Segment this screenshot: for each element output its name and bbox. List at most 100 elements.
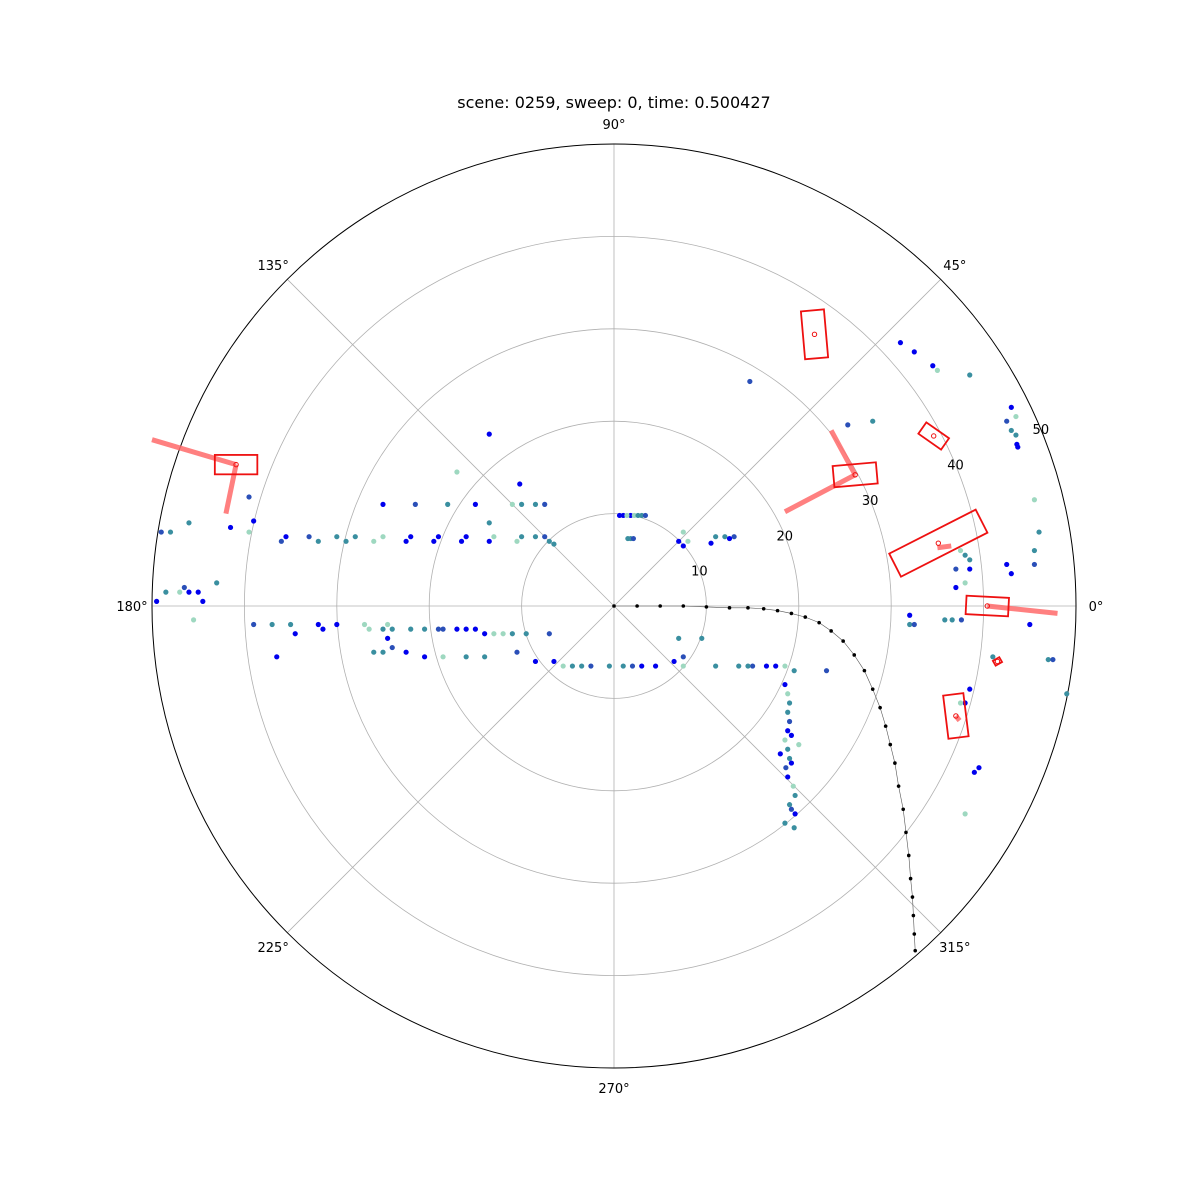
box-center-marker [852,472,858,478]
radar-point [911,621,917,628]
trajectory-point [893,761,897,765]
radar-point [942,617,948,623]
radar-point [361,621,368,628]
trajectory-point [910,895,915,899]
radar-point [785,709,791,715]
radar-point [181,584,187,591]
trajectory-point [913,948,918,953]
trajectory-point [912,932,917,936]
radar-point [1008,427,1014,434]
radar-point [786,700,793,706]
radar-point [1031,561,1038,568]
radar-point [385,621,391,628]
velocity-arrow [987,603,1058,616]
radar-point [408,626,414,632]
velocity-arrow [828,429,858,476]
theta-tick-label: 315° [939,941,970,956]
radar-point [532,534,539,540]
radar-point [796,742,802,748]
radar-point [246,529,252,535]
radar-point [500,631,506,637]
radar-point [763,663,770,669]
radar-point [699,635,705,641]
radar-point [785,691,791,697]
angular-gridline [613,279,941,607]
radar-point [440,626,446,632]
radar-point [315,621,321,628]
r-tick-label: 10 [691,565,708,580]
radar-point [454,469,460,475]
radar-point [907,612,913,618]
bounding-box [991,655,1004,667]
radar-point [750,663,756,669]
chart-title: scene: 0259, sweep: 0, time: 0.500427 [457,93,770,112]
radar-point [163,589,169,595]
trajectory-point [775,608,780,613]
radar-point [551,658,557,665]
radar-point [435,534,442,540]
radar-point [283,534,289,540]
box-center-marker [233,461,239,468]
radar-point [486,538,492,544]
trajectory-point [704,605,709,609]
radar-point [791,668,797,674]
radar-point [990,654,996,660]
radar-point [671,658,677,665]
radar-point [628,512,634,519]
theta-tick-label: 270° [598,1082,629,1097]
theta-tick-label: 135° [258,259,289,274]
radar-point [785,746,791,752]
trajectory-point [681,604,686,608]
radar-point [186,520,192,526]
radar-point [569,663,576,669]
radar-point [971,769,977,775]
radar-point [532,658,539,665]
radar-point [782,737,788,743]
radar-point [1008,571,1014,577]
radar-point [788,732,795,738]
radar-point [783,765,789,771]
radar-point [631,512,637,519]
trajectory-point [612,604,616,608]
radar-point [154,598,160,604]
radar-point [523,631,529,637]
radar-point [542,534,548,540]
trajectory-point [635,604,639,608]
radar-point [214,580,220,586]
theta-tick-label: 45° [943,259,966,274]
radar-point [745,663,751,669]
radar-point [639,512,645,519]
radar-point [907,621,913,628]
bounding-box [964,594,1010,618]
radar-point [269,621,275,628]
bounding-box [942,692,970,740]
radar-point [680,529,686,535]
radar-point [371,649,377,655]
radar-point [713,534,719,540]
radar-point [786,718,793,725]
radar-point [251,518,257,524]
radar-point [676,635,682,641]
radar-point [491,534,497,540]
radar-point [385,635,391,641]
radar-point [792,792,798,799]
radar-point [777,751,783,757]
box-center-marker [811,331,818,338]
theta-tick-label: 90° [602,118,625,133]
radar-point [934,367,941,373]
radar-point [315,538,321,544]
radar-point [435,626,442,632]
r-tick-label: 20 [776,529,793,544]
box-center-marker [953,713,959,719]
radar-point [517,481,523,487]
radar-point [911,349,917,355]
trajectory-line [614,605,916,951]
radar-point [1045,656,1051,663]
velocity-arrow [151,437,237,468]
radar-point [519,501,525,507]
radar-point [845,422,851,428]
radar-point [551,541,557,547]
polar-frame [151,143,1077,1069]
radar-point [486,520,492,526]
velocity-arrow [953,714,962,723]
